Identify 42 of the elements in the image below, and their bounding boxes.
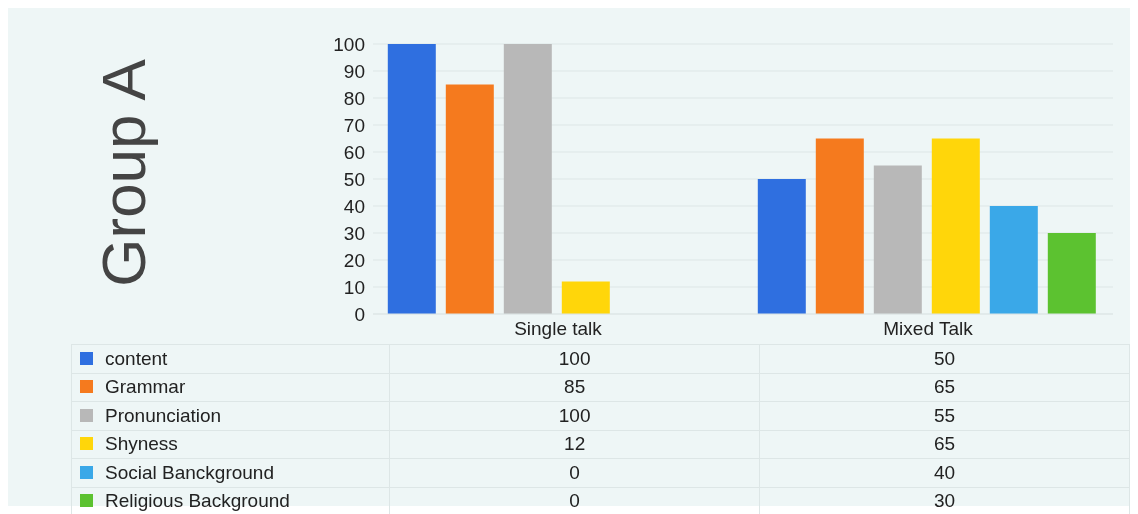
data-label: 65	[759, 373, 1130, 402]
y-tick-label: 0	[354, 303, 365, 325]
data-label: 0	[389, 487, 760, 514]
y-axis-title: Group A	[87, 59, 159, 287]
legend-label: content	[71, 344, 390, 373]
bar	[873, 165, 922, 314]
bar	[503, 44, 552, 314]
y-tick-label: 10	[343, 276, 365, 298]
legend-label: Pronunciation	[71, 401, 390, 430]
y-tick-label: 80	[343, 87, 365, 109]
bar	[1047, 233, 1096, 314]
data-label: 85	[389, 373, 760, 402]
bar	[815, 138, 864, 314]
x-tick-label: Single talk	[514, 318, 603, 340]
data-label: 12	[389, 430, 760, 459]
data-label: 55	[759, 401, 1130, 430]
data-label: 40	[759, 458, 1130, 487]
y-tick-label: 30	[343, 222, 365, 244]
legend-label: Social Banckground	[71, 458, 390, 487]
legend-label: Grammar	[71, 373, 390, 402]
y-tick-label: 40	[343, 195, 365, 217]
data-label: 0	[389, 458, 760, 487]
bar	[561, 281, 610, 314]
bar	[387, 44, 436, 314]
bar	[757, 179, 806, 314]
data-label: 30	[759, 487, 1130, 514]
data-label: 65	[759, 430, 1130, 459]
y-tick-label: 90	[343, 60, 365, 82]
y-tick-label: 70	[343, 114, 365, 136]
x-tick-label: Mixed Talk	[883, 318, 974, 340]
y-tick-label: 60	[343, 141, 365, 163]
y-tick-label: 20	[343, 249, 365, 271]
data-label: 100	[389, 401, 760, 430]
data-label: 100	[389, 344, 760, 373]
bar	[931, 138, 980, 314]
bar	[989, 206, 1038, 314]
y-tick-label: 100	[333, 33, 365, 55]
bar	[445, 84, 494, 314]
y-tick-label: 50	[343, 168, 365, 190]
legend-label: Shyness	[71, 430, 390, 459]
data-label: 50	[759, 344, 1130, 373]
legend-label: Religious Background	[71, 487, 390, 514]
